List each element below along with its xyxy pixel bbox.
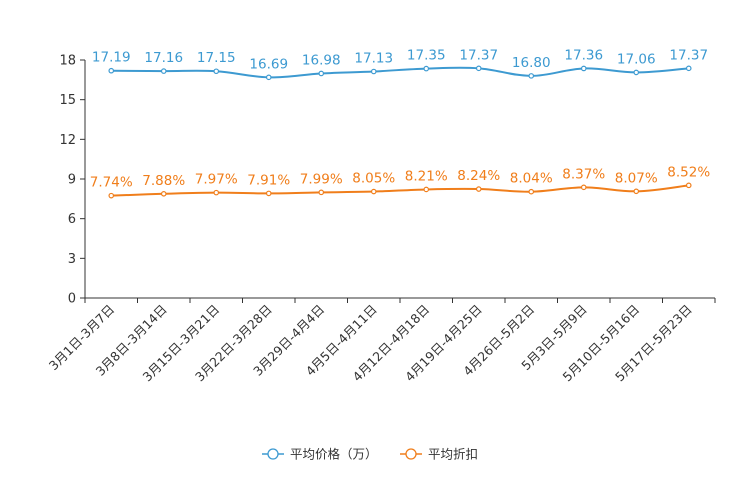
data-label: 17.37: [669, 47, 708, 63]
data-label: 16.80: [512, 55, 551, 71]
y-tick-label: 0: [68, 292, 76, 307]
data-point: [213, 68, 220, 75]
data-label: 8.52%: [667, 164, 710, 180]
data-label: 8.24%: [457, 168, 500, 184]
legend-marker: [405, 448, 417, 460]
series-line: [111, 184, 689, 197]
data-label: 8.21%: [405, 168, 448, 184]
data-label: 8.05%: [352, 171, 395, 187]
legend: 平均价格（万） 平均折扣: [262, 447, 478, 462]
data-point: [685, 65, 692, 72]
data-label: 7.88%: [142, 173, 185, 189]
legend-marker: [267, 448, 279, 460]
x-axis: 3月1日-3月7日3月8日-3月14日3月15日-3月21日3月22日-3月28…: [46, 297, 716, 384]
data-point: [685, 182, 692, 189]
data-label: 16.98: [302, 52, 341, 68]
legend-item: 平均折扣: [400, 447, 478, 462]
data-label: 17.19: [92, 50, 131, 66]
data-point: [475, 186, 482, 192]
data-point: [633, 69, 640, 76]
series-layer: 17.19 17.16 17.15 16.69 16.98 17.13 17.35 17.37…: [90, 47, 710, 199]
data-point: [475, 65, 482, 72]
y-tick-label: 9: [68, 173, 76, 188]
data-label: 17.16: [144, 50, 183, 66]
data-point: [108, 192, 115, 199]
legend-item: 平均价格（万）: [262, 447, 378, 462]
data-point: [370, 68, 377, 75]
series-average-price: 17.19 17.16 17.15 16.69 16.98 17.13 17.35 17.37…: [92, 47, 708, 81]
data-label: 7.99%: [300, 171, 343, 187]
data-label: 16.69: [249, 56, 288, 72]
y-tick-label: 12: [59, 133, 76, 148]
data-point: [423, 186, 430, 193]
data-point: [265, 74, 272, 81]
series-line: [111, 66, 689, 79]
data-label: 8.37%: [562, 166, 605, 182]
y-tick-label: 15: [59, 93, 76, 108]
data-point: [580, 65, 587, 72]
data-point: [265, 190, 272, 197]
data-point: [528, 188, 535, 195]
data-label: 17.06: [617, 51, 656, 67]
data-point: [318, 189, 325, 196]
data-label: 17.15: [197, 50, 236, 66]
data-label: 8.04%: [510, 171, 553, 187]
legend-label: 平均折扣: [428, 447, 478, 462]
data-label: 7.91%: [247, 172, 290, 188]
data-point: [160, 68, 167, 74]
data-point: [213, 189, 220, 196]
legend-label: 平均价格（万）: [290, 447, 378, 462]
series-average-discount: 7.74% 7.88% 7.97% 7.91% 7.99% 8.05% 8.21% 8.24%…: [90, 164, 710, 199]
data-label: 17.37: [459, 47, 498, 63]
data-point: [633, 188, 640, 195]
data-label: 17.36: [564, 47, 603, 63]
data-point: [160, 191, 167, 197]
data-label: 17.35: [407, 48, 446, 64]
data-point: [370, 188, 377, 195]
data-point: [108, 67, 115, 74]
y-tick-label: 3: [68, 252, 76, 267]
data-point: [318, 70, 325, 77]
data-label: 8.07%: [615, 170, 658, 186]
data-point: [528, 73, 535, 79]
y-tick-label: 6: [68, 212, 76, 227]
data-label: 7.97%: [195, 172, 238, 188]
data-point: [580, 184, 587, 191]
data-point: [423, 65, 430, 72]
data-label: 7.74%: [90, 175, 133, 191]
y-tick-label: 18: [59, 54, 76, 69]
y-axis: 0 3 6 9 12 15 18: [59, 54, 86, 307]
data-label: 17.13: [354, 51, 393, 67]
